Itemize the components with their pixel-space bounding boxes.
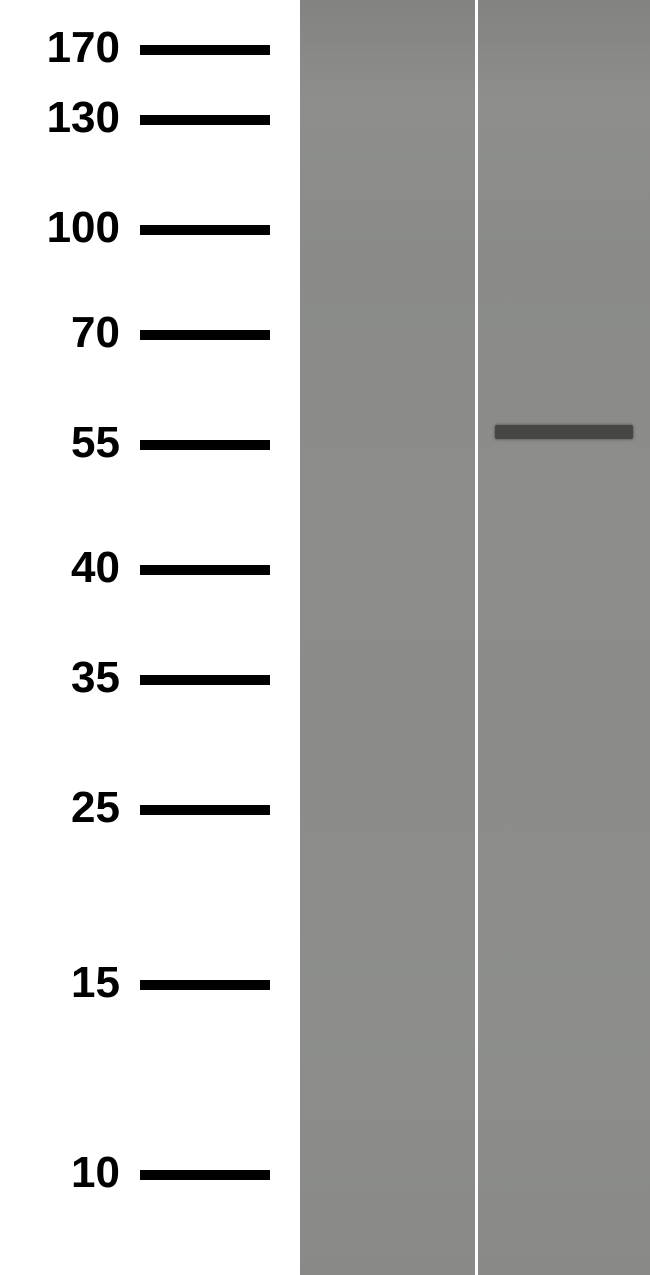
ladder-tick-55	[140, 440, 270, 450]
western-blot-container: 170 130 100 70 55 40 35 25 15 10	[0, 0, 650, 1275]
ladder-tick-100	[140, 225, 270, 235]
ladder-tick-35	[140, 675, 270, 685]
ladder-tick-70	[140, 330, 270, 340]
ladder-label-15: 15	[10, 958, 120, 1008]
ladder-tick-40	[140, 565, 270, 575]
ladder-tick-130	[140, 115, 270, 125]
ladder-label-35: 35	[10, 653, 120, 703]
protein-band	[495, 425, 633, 439]
lane-divider	[475, 0, 478, 1275]
ladder-label-170: 170	[10, 23, 120, 73]
ladder-label-55: 55	[10, 418, 120, 468]
ladder-tick-170	[140, 45, 270, 55]
ladder-label-100: 100	[10, 203, 120, 253]
ladder-label-10: 10	[10, 1148, 120, 1198]
ladder-tick-25	[140, 805, 270, 815]
ladder-tick-15	[140, 980, 270, 990]
blot-lane-2	[478, 0, 650, 1275]
molecular-weight-ladder: 170 130 100 70 55 40 35 25 15 10	[0, 0, 300, 1275]
ladder-label-130: 130	[10, 93, 120, 143]
ladder-tick-10	[140, 1170, 270, 1180]
blot-membrane	[300, 0, 650, 1275]
ladder-label-25: 25	[10, 783, 120, 833]
ladder-label-70: 70	[10, 308, 120, 358]
blot-lane-1	[300, 0, 475, 1275]
ladder-label-40: 40	[10, 543, 120, 593]
